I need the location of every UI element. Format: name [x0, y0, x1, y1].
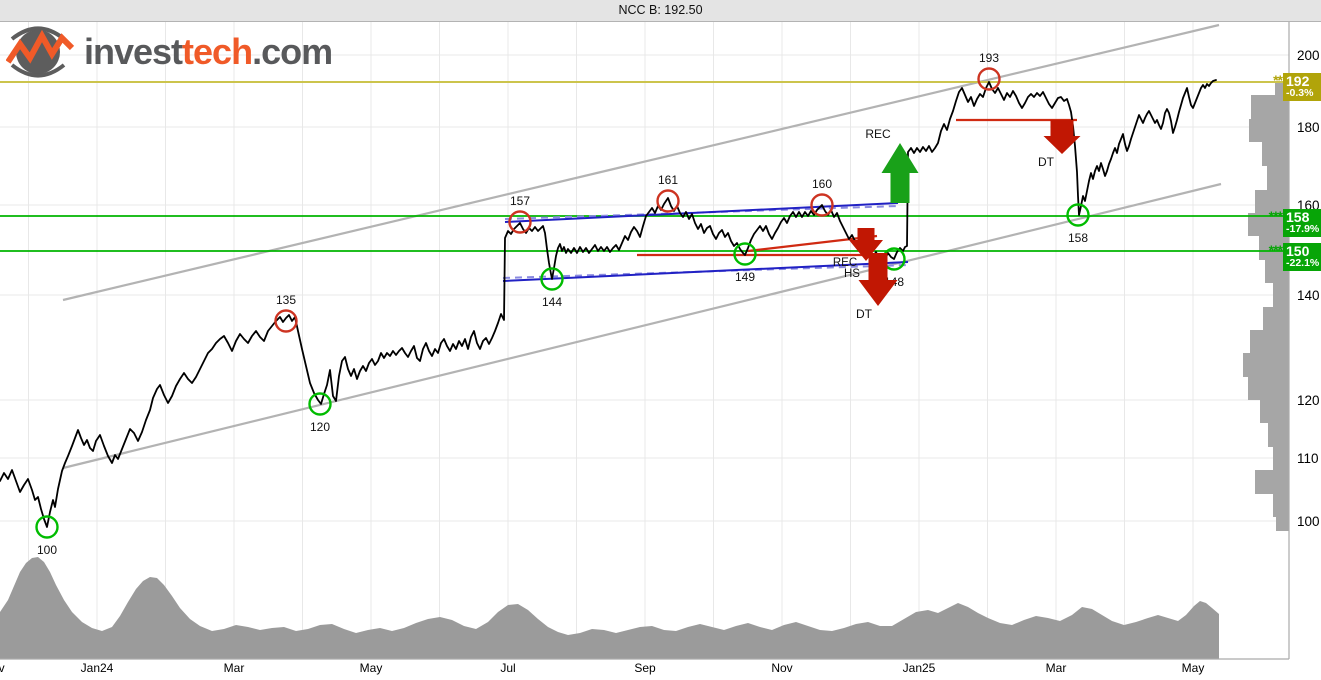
support-1-stars: ***: [1268, 208, 1283, 224]
formation-line-blue: [502, 261, 909, 282]
volume-profile-bar: [1263, 307, 1289, 330]
date-axis-label: Jan24: [81, 661, 114, 675]
price-axis-label: 100: [1297, 514, 1320, 529]
formation-line-blue-dashed: [502, 264, 909, 279]
volume-profile-bar: [1249, 119, 1289, 142]
signal-label: HS: [844, 268, 860, 280]
volume-profile-bar: [1273, 283, 1289, 307]
bottom-extreme-circle: [308, 392, 332, 416]
top-extreme-circle: [810, 193, 834, 217]
investtech-logo: investtech.com: [6, 24, 333, 80]
title-bar: NCC B: 192.50: [0, 0, 1321, 22]
investtech-logo-icon: [6, 26, 75, 78]
volume-profile-bar: [1250, 330, 1289, 353]
volume-profile-bar: [1273, 494, 1289, 517]
support-2-level-badge: 150 -22.1%: [1283, 243, 1321, 271]
support-2-stars: ***: [1268, 242, 1283, 258]
signal-label: REC: [833, 257, 857, 269]
signal-label: DT: [1038, 155, 1055, 169]
volume-profile-bar: [1267, 166, 1289, 190]
price-series-line: [0, 79, 1217, 528]
investtech-logo-text: investtech.com: [84, 31, 333, 72]
rec-buy-arrow: [881, 143, 919, 203]
extreme-price-label: 144: [542, 295, 562, 309]
resistance-stars: **: [1273, 72, 1283, 88]
bottom-extreme-circle: [1066, 203, 1090, 227]
volume-profile-bar: [1260, 400, 1289, 423]
price-axis-label: 180: [1297, 120, 1320, 135]
volume-profile-bar: [1268, 423, 1289, 447]
signal-label: DT: [856, 307, 873, 321]
date-axis-label: Jul: [500, 661, 515, 675]
extreme-price-label: 100: [37, 543, 57, 557]
extreme-price-label: 157: [510, 194, 530, 208]
dt-sell-arrow-1: [858, 253, 898, 306]
price-axis-label: 140: [1297, 288, 1320, 303]
top-extreme-circle: [508, 210, 532, 234]
bottom-extreme-circle: [35, 515, 59, 539]
extreme-price-label: 120: [310, 420, 330, 434]
price-axis-label: 110: [1297, 451, 1319, 466]
trend-channel-line: [62, 182, 1222, 470]
date-axis-label: Nov: [0, 661, 5, 675]
rec-hs-sell-arrow: [849, 228, 883, 261]
date-axis-label: May: [1182, 661, 1205, 675]
date-axis-label: Mar: [224, 661, 245, 675]
volume-profile-bar: [1255, 190, 1289, 213]
chart-title: NCC B: 192.50: [618, 3, 703, 17]
resistance-value: 192: [1286, 73, 1310, 89]
formation-line-red: [747, 234, 878, 253]
volume-profile-bar: [1255, 470, 1289, 494]
volume-profile-bar: [1273, 447, 1289, 470]
volume-profile-bar: [1248, 213, 1289, 236]
date-axis-label: Mar: [1046, 661, 1067, 675]
support-2-distance: -22.1%: [1286, 257, 1320, 269]
date-axis-label: May: [360, 661, 383, 675]
volume-profile-bar: [1243, 353, 1289, 377]
top-extreme-circle: [656, 189, 680, 213]
extreme-price-label: 149: [735, 270, 755, 284]
bottom-extreme-circle: [733, 242, 757, 266]
support-1-value: 158: [1286, 209, 1310, 225]
date-axis-label: Sep: [634, 661, 656, 675]
top-extreme-circle: [977, 67, 1001, 91]
price-axis-label: 200: [1297, 48, 1320, 63]
support-1-level-badge: 158 -17.9%: [1283, 209, 1321, 237]
date-axis-label: Nov: [771, 661, 792, 675]
volume-profile-bar: [1276, 517, 1289, 531]
top-extreme-circle: [274, 309, 298, 333]
volume-area: [0, 557, 1219, 659]
extreme-price-label: 158: [1068, 231, 1088, 245]
price-axis-label: 120: [1297, 393, 1320, 408]
signal-label: REC: [865, 127, 891, 141]
resistance-level-badge: 192 -0.3%: [1283, 73, 1321, 101]
bottom-extreme-circle: [540, 267, 564, 291]
volume-profile-bar: [1251, 95, 1289, 119]
support-2-value: 150: [1286, 243, 1310, 259]
volume-profile-bar: [1248, 377, 1289, 400]
resistance-distance: -0.3%: [1286, 87, 1314, 99]
trend-channel-line: [62, 23, 1220, 302]
extreme-price-label: 135: [276, 293, 296, 307]
extreme-price-label: 161: [658, 173, 678, 187]
date-axis-label: Jan25: [903, 661, 936, 675]
extreme-price-label: 193: [979, 51, 999, 65]
support-1-distance: -17.9%: [1286, 223, 1320, 235]
dt-sell-arrow-2: [1043, 120, 1081, 154]
extreme-price-label: 160: [812, 177, 832, 191]
volume-profile-bar: [1262, 142, 1289, 166]
